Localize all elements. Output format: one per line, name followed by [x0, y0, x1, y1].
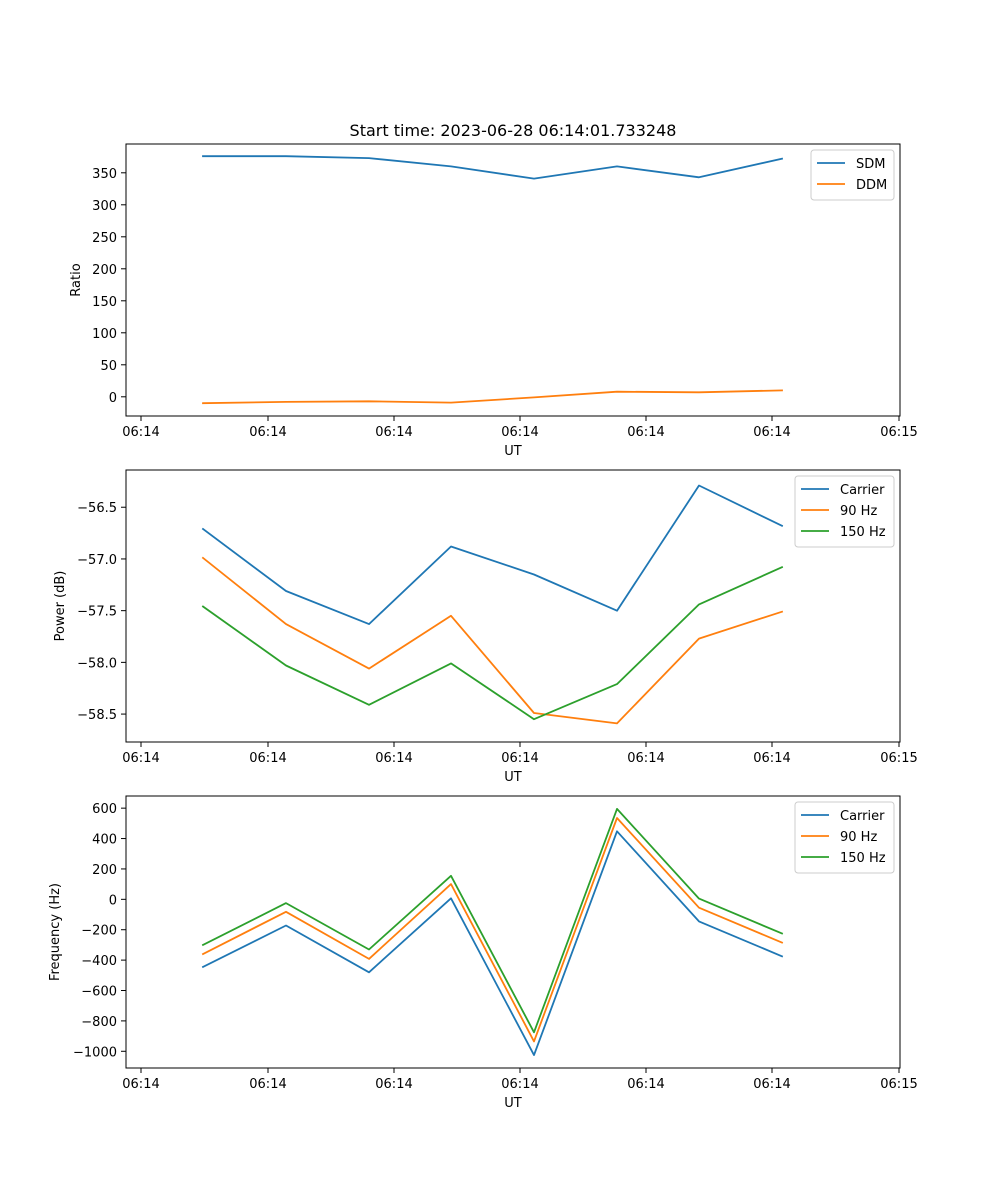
y-tick-label: 50 — [100, 359, 117, 374]
series-line-150-hz — [201, 808, 784, 1034]
chart-panel-2: 06:14 06:14 06:14 06:14 06:14 06:14 06:15 UT −58… — [53, 469, 918, 785]
y-tick-label: 200 — [92, 863, 117, 878]
x-axis-label: UT — [504, 1096, 522, 1111]
y-tick-label: 600 — [92, 802, 117, 817]
y-tick-label: 0 — [109, 391, 117, 406]
x-tick-label: 06:14 — [249, 1077, 286, 1092]
x-tick-label: 06:14 — [122, 751, 159, 766]
x-tick-label: 06:15 — [880, 751, 917, 766]
y-axis-label: Ratio — [69, 263, 84, 296]
x-tick-label: 06:14 — [501, 751, 538, 766]
y-tick-label: −400 — [81, 954, 117, 969]
axes-frame — [125, 143, 901, 417]
series-line-ddm — [202, 389, 783, 405]
y-tick-label: 400 — [92, 833, 117, 848]
legend-box — [794, 801, 895, 874]
y-tick-label: −600 — [81, 985, 117, 1000]
x-tick-label: 06:14 — [627, 425, 664, 440]
x-tick-label: 06:15 — [880, 1077, 917, 1092]
x-tick-label: 06:14 — [249, 751, 286, 766]
x-axis-label: UT — [504, 770, 522, 785]
y-tick-label: 250 — [92, 231, 117, 246]
y-tick-label: −800 — [81, 1015, 117, 1030]
series-line-90-hz — [201, 817, 784, 1043]
legend: Carrier 90 Hz 150 Hz — [794, 475, 895, 548]
chart-panel-3: 06:14 06:14 06:14 06:14 06:14 06:14 06:15 UT −10… — [48, 795, 918, 1111]
x-tick-label: 06:14 — [501, 425, 538, 440]
x-tick-label: 06:15 — [880, 425, 917, 440]
x-tick-label: 06:14 — [753, 425, 790, 440]
y-tick-label: −58.5 — [77, 708, 117, 723]
legend-label: Carrier — [840, 809, 885, 824]
series-line-150-hz — [201, 566, 784, 721]
axes-frame — [125, 469, 901, 743]
legend-box — [794, 475, 895, 548]
x-tick-label: 06:14 — [375, 1077, 412, 1092]
series-line-90-hz — [201, 556, 784, 725]
y-tick-label: 350 — [92, 167, 117, 182]
legend-label: 90 Hz — [840, 504, 877, 519]
series-line-carrier — [201, 830, 784, 1056]
chart-panel-1: 06:14 06:14 06:14 06:14 06:14 06:14 06:15 UT 0 50… — [69, 143, 918, 459]
x-tick-label: 06:14 — [375, 751, 412, 766]
x-tick-label: 06:14 — [501, 1077, 538, 1092]
x-tick-label: 06:14 — [753, 751, 790, 766]
legend-label: 90 Hz — [840, 830, 877, 845]
series-line-carrier — [201, 484, 784, 625]
legend: Carrier 90 Hz 150 Hz — [794, 801, 895, 874]
y-tick-label: 150 — [92, 295, 117, 310]
y-tick-label: −57.5 — [77, 605, 117, 620]
x-tick-label: 06:14 — [122, 425, 159, 440]
y-tick-label: 0 — [109, 893, 117, 908]
y-tick-label: 200 — [92, 263, 117, 278]
y-tick-label: 100 — [92, 327, 117, 342]
x-axis-label: UT — [504, 444, 522, 459]
x-tick-label: 06:14 — [249, 425, 286, 440]
chart-title: Start time: 2023-06-28 06:14:01.733248 — [350, 121, 677, 140]
y-tick-label: −58.0 — [77, 656, 117, 671]
y-axis-label: Frequency (Hz) — [48, 883, 63, 981]
legend: SDM DDM — [810, 149, 895, 201]
x-tick-label: 06:14 — [627, 751, 664, 766]
y-tick-label: −1000 — [73, 1045, 117, 1060]
legend-label: 150 Hz — [840, 525, 886, 540]
series-line-sdm — [202, 155, 784, 180]
x-tick-label: 06:14 — [753, 1077, 790, 1092]
y-tick-label: 300 — [92, 199, 117, 214]
y-tick-label: −56.5 — [77, 501, 117, 516]
legend-label: 150 Hz — [840, 851, 886, 866]
legend-label: DDM — [856, 178, 887, 193]
y-tick-label: −200 — [81, 924, 117, 939]
y-axis-label: Power (dB) — [53, 571, 68, 642]
legend-label: Carrier — [840, 483, 885, 498]
x-tick-label: 06:14 — [627, 1077, 664, 1092]
x-tick-label: 06:14 — [122, 1077, 159, 1092]
x-tick-label: 06:14 — [375, 425, 412, 440]
y-tick-label: −57.0 — [77, 553, 117, 568]
axes-frame — [125, 795, 901, 1069]
legend-label: SDM — [856, 157, 885, 172]
